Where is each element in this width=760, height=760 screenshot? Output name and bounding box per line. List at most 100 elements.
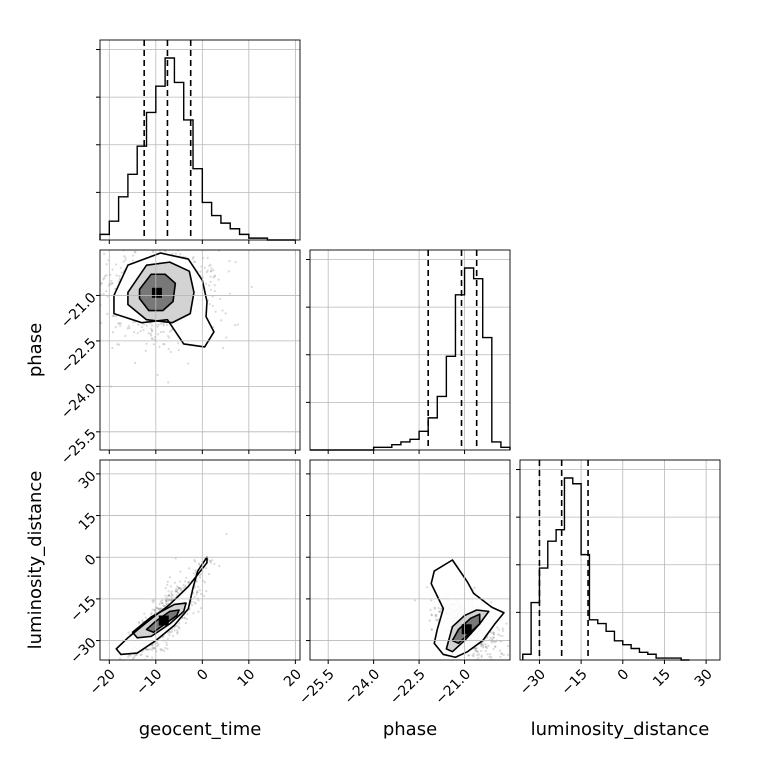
sample-point	[473, 586, 476, 589]
sample-point	[127, 232, 129, 234]
sample-point	[144, 648, 147, 651]
sample-point	[131, 658, 134, 660]
sample-point	[167, 347, 170, 351]
sample-point	[169, 585, 172, 588]
sample-point	[150, 648, 154, 652]
x-tick-label: −10	[133, 666, 165, 698]
sample-point	[169, 599, 173, 602]
sample-point	[110, 279, 113, 283]
sample-point	[506, 645, 510, 648]
sample-point	[119, 657, 122, 660]
sample-point	[498, 634, 502, 637]
sample-point	[133, 661, 135, 663]
sample-point	[213, 274, 217, 277]
sample-point	[176, 588, 180, 591]
sample-point	[174, 557, 177, 560]
sample-point	[167, 631, 170, 635]
sample-point	[104, 275, 107, 278]
sample-point	[131, 254, 135, 257]
sample-point	[170, 590, 173, 593]
sample-point	[165, 600, 168, 603]
sample-point	[228, 259, 231, 263]
sample-point	[158, 607, 161, 611]
sample-point	[116, 681, 118, 683]
sample-point	[480, 643, 483, 646]
sample-point	[102, 292, 105, 296]
sample-point	[150, 324, 154, 327]
panel-geocent_time-vs-luminosity_distance-frame	[99, 459, 301, 661]
sample-point	[209, 561, 213, 564]
sample-point	[213, 289, 216, 293]
sample-point	[434, 615, 438, 618]
sample-point	[214, 310, 217, 313]
sample-point	[144, 349, 147, 352]
sample-point	[132, 656, 135, 659]
sample-point	[118, 324, 122, 327]
sample-point	[171, 252, 174, 255]
sample-point	[160, 649, 163, 652]
sample-point	[512, 651, 514, 653]
sample-point	[430, 614, 433, 617]
sample-point	[153, 642, 156, 645]
sample-point	[117, 663, 119, 665]
sample-point	[481, 644, 484, 647]
sample-point	[137, 672, 139, 674]
sample-point	[211, 295, 214, 298]
sample-point	[103, 277, 106, 280]
sample-point	[475, 649, 478, 653]
x-tick-label: −21.0	[433, 666, 475, 708]
sample-point	[194, 602, 197, 605]
sample-point	[209, 559, 212, 562]
sample-point	[139, 330, 142, 333]
sample-point	[137, 244, 139, 246]
sample-point	[476, 653, 479, 657]
sample-point	[134, 662, 136, 664]
sample-point	[141, 620, 144, 624]
sample-point	[490, 637, 494, 641]
sample-point	[158, 345, 161, 349]
sample-point	[157, 333, 160, 336]
sample-point	[196, 591, 199, 594]
sample-point	[175, 590, 178, 593]
contour-line	[451, 613, 481, 645]
y-tick-label: −24.0	[58, 381, 100, 423]
sample-point	[430, 613, 433, 616]
sample-point	[430, 628, 433, 631]
sample-point	[129, 676, 131, 678]
sample-point	[171, 593, 175, 597]
sample-point	[126, 668, 128, 670]
sample-point	[145, 342, 148, 345]
sample-point	[120, 679, 122, 681]
sample-point	[183, 242, 185, 244]
sample-point	[127, 631, 130, 634]
ticks-1-0	[96, 294, 296, 454]
sample-point	[174, 590, 177, 593]
sample-point	[124, 235, 126, 237]
sample-point	[178, 587, 181, 590]
sample-point	[151, 599, 154, 602]
sample-point	[157, 643, 160, 646]
sample-point	[152, 601, 155, 604]
sample-point	[177, 349, 180, 352]
sample-point	[212, 276, 215, 279]
sample-point	[140, 325, 144, 329]
sample-point	[484, 645, 488, 648]
sample-point	[157, 323, 160, 326]
sample-point	[161, 601, 164, 605]
contour-line	[127, 261, 195, 324]
sample-point	[165, 602, 168, 606]
sample-point	[164, 646, 167, 650]
sample-point	[152, 647, 155, 650]
sample-point	[58, 241, 60, 243]
sample-point	[111, 268, 114, 271]
sample-point	[492, 631, 495, 634]
sample-point	[497, 633, 500, 636]
sample-point	[466, 661, 468, 663]
sample-point	[197, 238, 199, 240]
hist-geocent_time	[96, 40, 300, 241]
x-tick-label: −24.0	[342, 666, 384, 708]
sample-point	[437, 606, 440, 610]
sample-point	[115, 274, 118, 277]
sample-point	[159, 331, 162, 334]
